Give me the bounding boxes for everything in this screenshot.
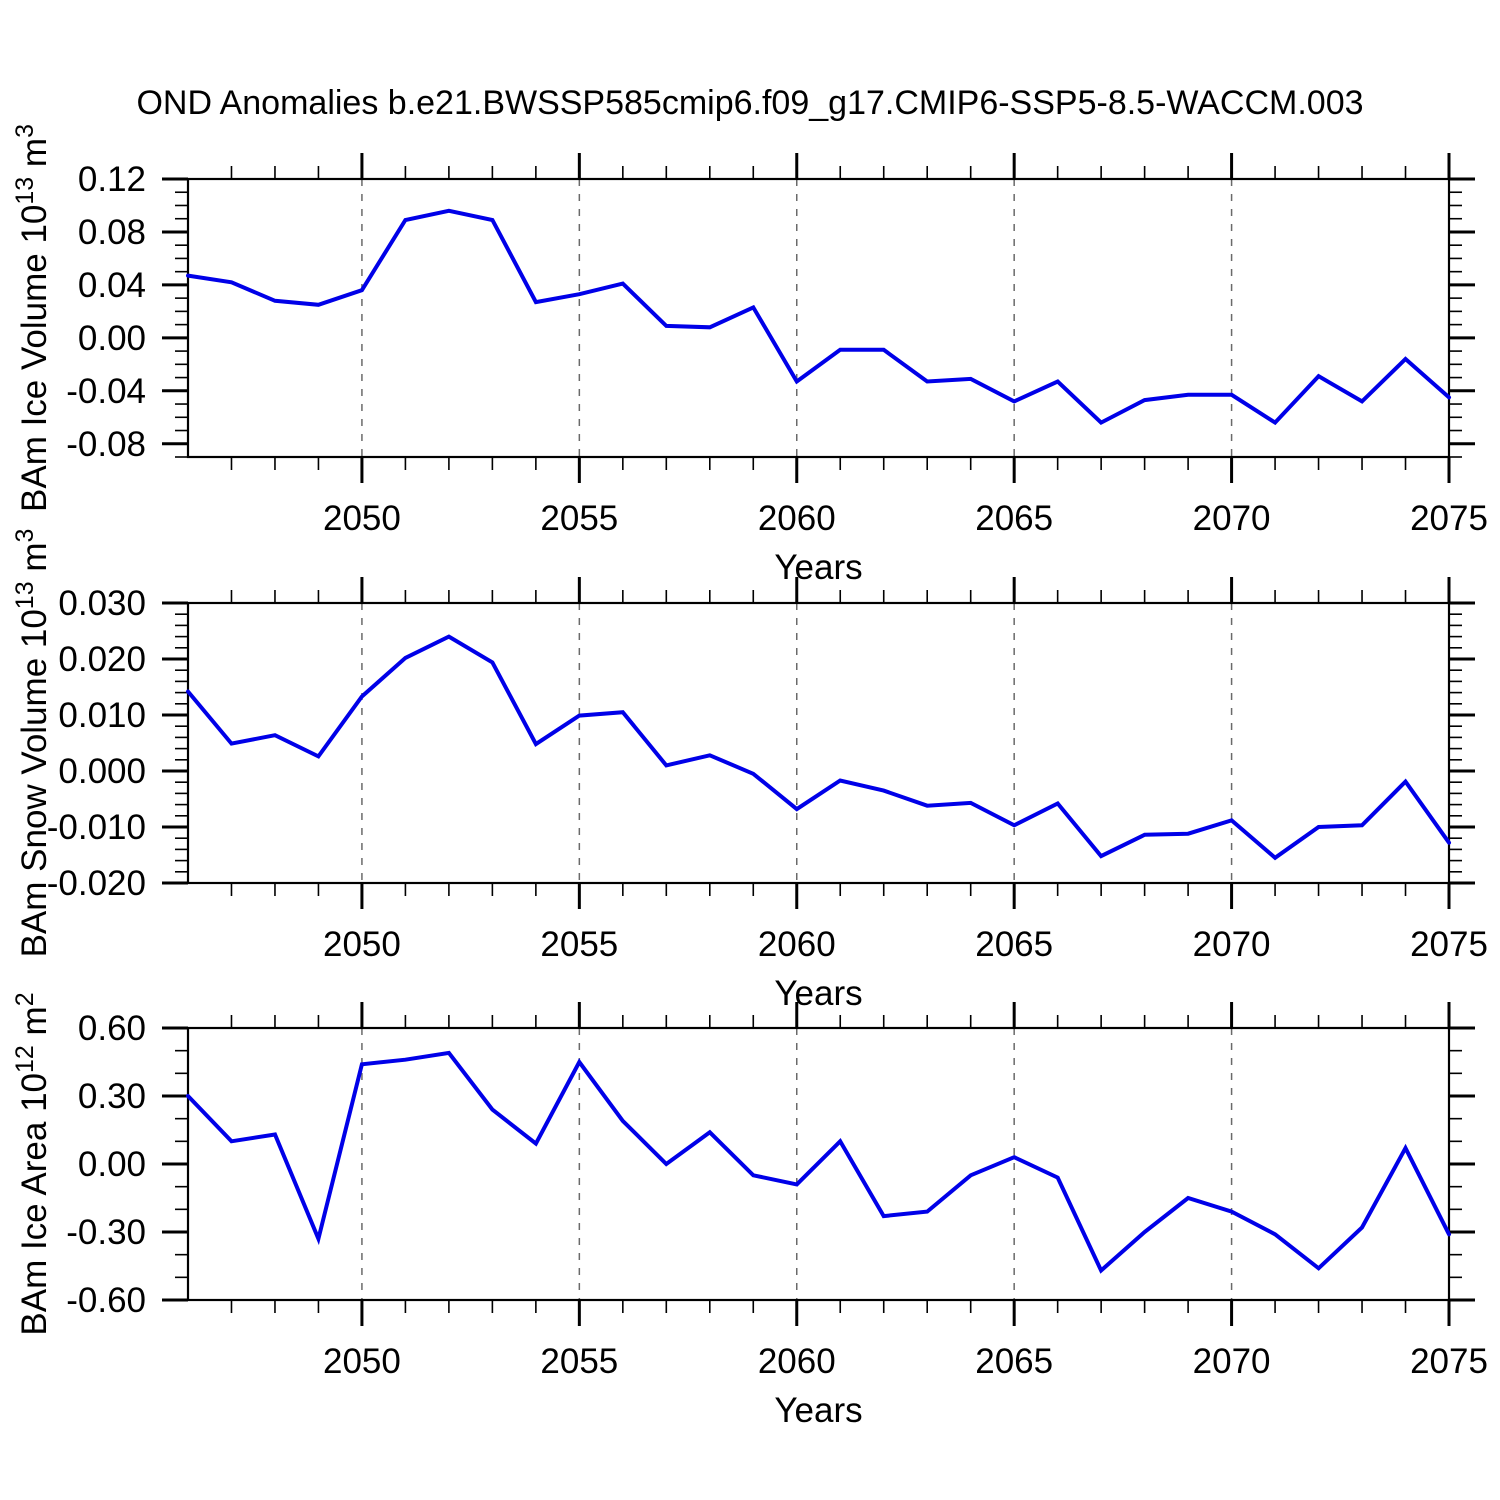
y-tick-label--0.08: -0.08: [66, 425, 146, 464]
x-tick-label-2055: 2055: [540, 499, 618, 538]
y-tick-label-0.00: 0.00: [78, 1145, 146, 1184]
x-tick-label-2060: 2060: [758, 1342, 836, 1381]
x-tick-label-2075: 2075: [1410, 499, 1488, 538]
x-tick-label-2075: 2075: [1410, 925, 1488, 964]
panel-3-data-line: [186, 1050, 1451, 1274]
x-tick-label-2055: 2055: [540, 1342, 618, 1381]
figure-title: OND Anomalies b.e21.BWSSP585cmip6.f09_g1…: [136, 84, 1364, 122]
y-tick-label--0.020: -0.020: [47, 864, 146, 903]
y-tick-label-0.00: 0.00: [78, 319, 146, 358]
x-tick-label-2065: 2065: [975, 499, 1053, 538]
y-tick-label-0.60: 0.60: [78, 1009, 146, 1048]
panel-1-x-axis-label: Years: [774, 548, 862, 587]
x-tick-label-2070: 2070: [1193, 925, 1271, 964]
x-tick-label-2075: 2075: [1410, 1342, 1488, 1381]
x-tick-label-2060: 2060: [758, 499, 836, 538]
x-tick-label-2070: 2070: [1193, 1342, 1271, 1381]
x-tick-label-2070: 2070: [1193, 499, 1271, 538]
x-tick-label-2055: 2055: [540, 925, 618, 964]
panel-3-x-axis-label: Years: [774, 1391, 862, 1430]
x-tick-label-2050: 2050: [323, 1342, 401, 1381]
y-tick-label-0.010: 0.010: [58, 696, 146, 735]
panel-2-data-line: [186, 634, 1451, 861]
x-tick-label-2065: 2065: [975, 925, 1053, 964]
panel-2-frame: [186, 601, 1451, 885]
panel-2-y-axis-label: BAm Snow Volume 1013 m3: [11, 529, 54, 958]
y-tick-label--0.30: -0.30: [66, 1213, 146, 1252]
panel-1-data-line: [186, 208, 1451, 426]
panel-2-x-axis-label: Years: [774, 974, 862, 1013]
y-tick-label--0.010: -0.010: [47, 808, 146, 847]
panel-2: 2050 2055 2060 2065 2070 2075 0.030 0.020 0.010 0…: [11, 529, 1488, 1013]
panel-3-y-axis-label: BAm Ice Area 1012 m2: [11, 992, 54, 1335]
panel-3: 2050 2055 2060 2065 2070 2075 0.60 0.30 0.00 -0.3…: [11, 992, 1488, 1430]
x-tick-label-2050: 2050: [323, 925, 401, 964]
x-tick-label-2060: 2060: [758, 925, 836, 964]
y-tick-label-0.030: 0.030: [58, 584, 146, 623]
y-tick-label-0.020: 0.020: [58, 640, 146, 679]
y-tick-label--0.60: -0.60: [66, 1281, 146, 1320]
x-tick-label-2065: 2065: [975, 1342, 1053, 1381]
panel-1-y-axis-label: BAm Ice Volume 1013 m3: [11, 124, 54, 512]
panel-1: 2050 2055 2060 2065 2070 2075 0.12 0.08 0.04 0.00…: [11, 124, 1488, 587]
y-tick-label--0.04: -0.04: [66, 372, 146, 411]
y-tick-label-0.000: 0.000: [58, 752, 146, 791]
panel-1-frame: [186, 177, 1451, 459]
y-tick-label-0.12: 0.12: [78, 160, 146, 199]
x-tick-label-2050: 2050: [323, 499, 401, 538]
y-tick-label-0.30: 0.30: [78, 1077, 146, 1116]
y-tick-label-0.04: 0.04: [78, 266, 146, 305]
y-tick-label-0.08: 0.08: [78, 213, 146, 252]
